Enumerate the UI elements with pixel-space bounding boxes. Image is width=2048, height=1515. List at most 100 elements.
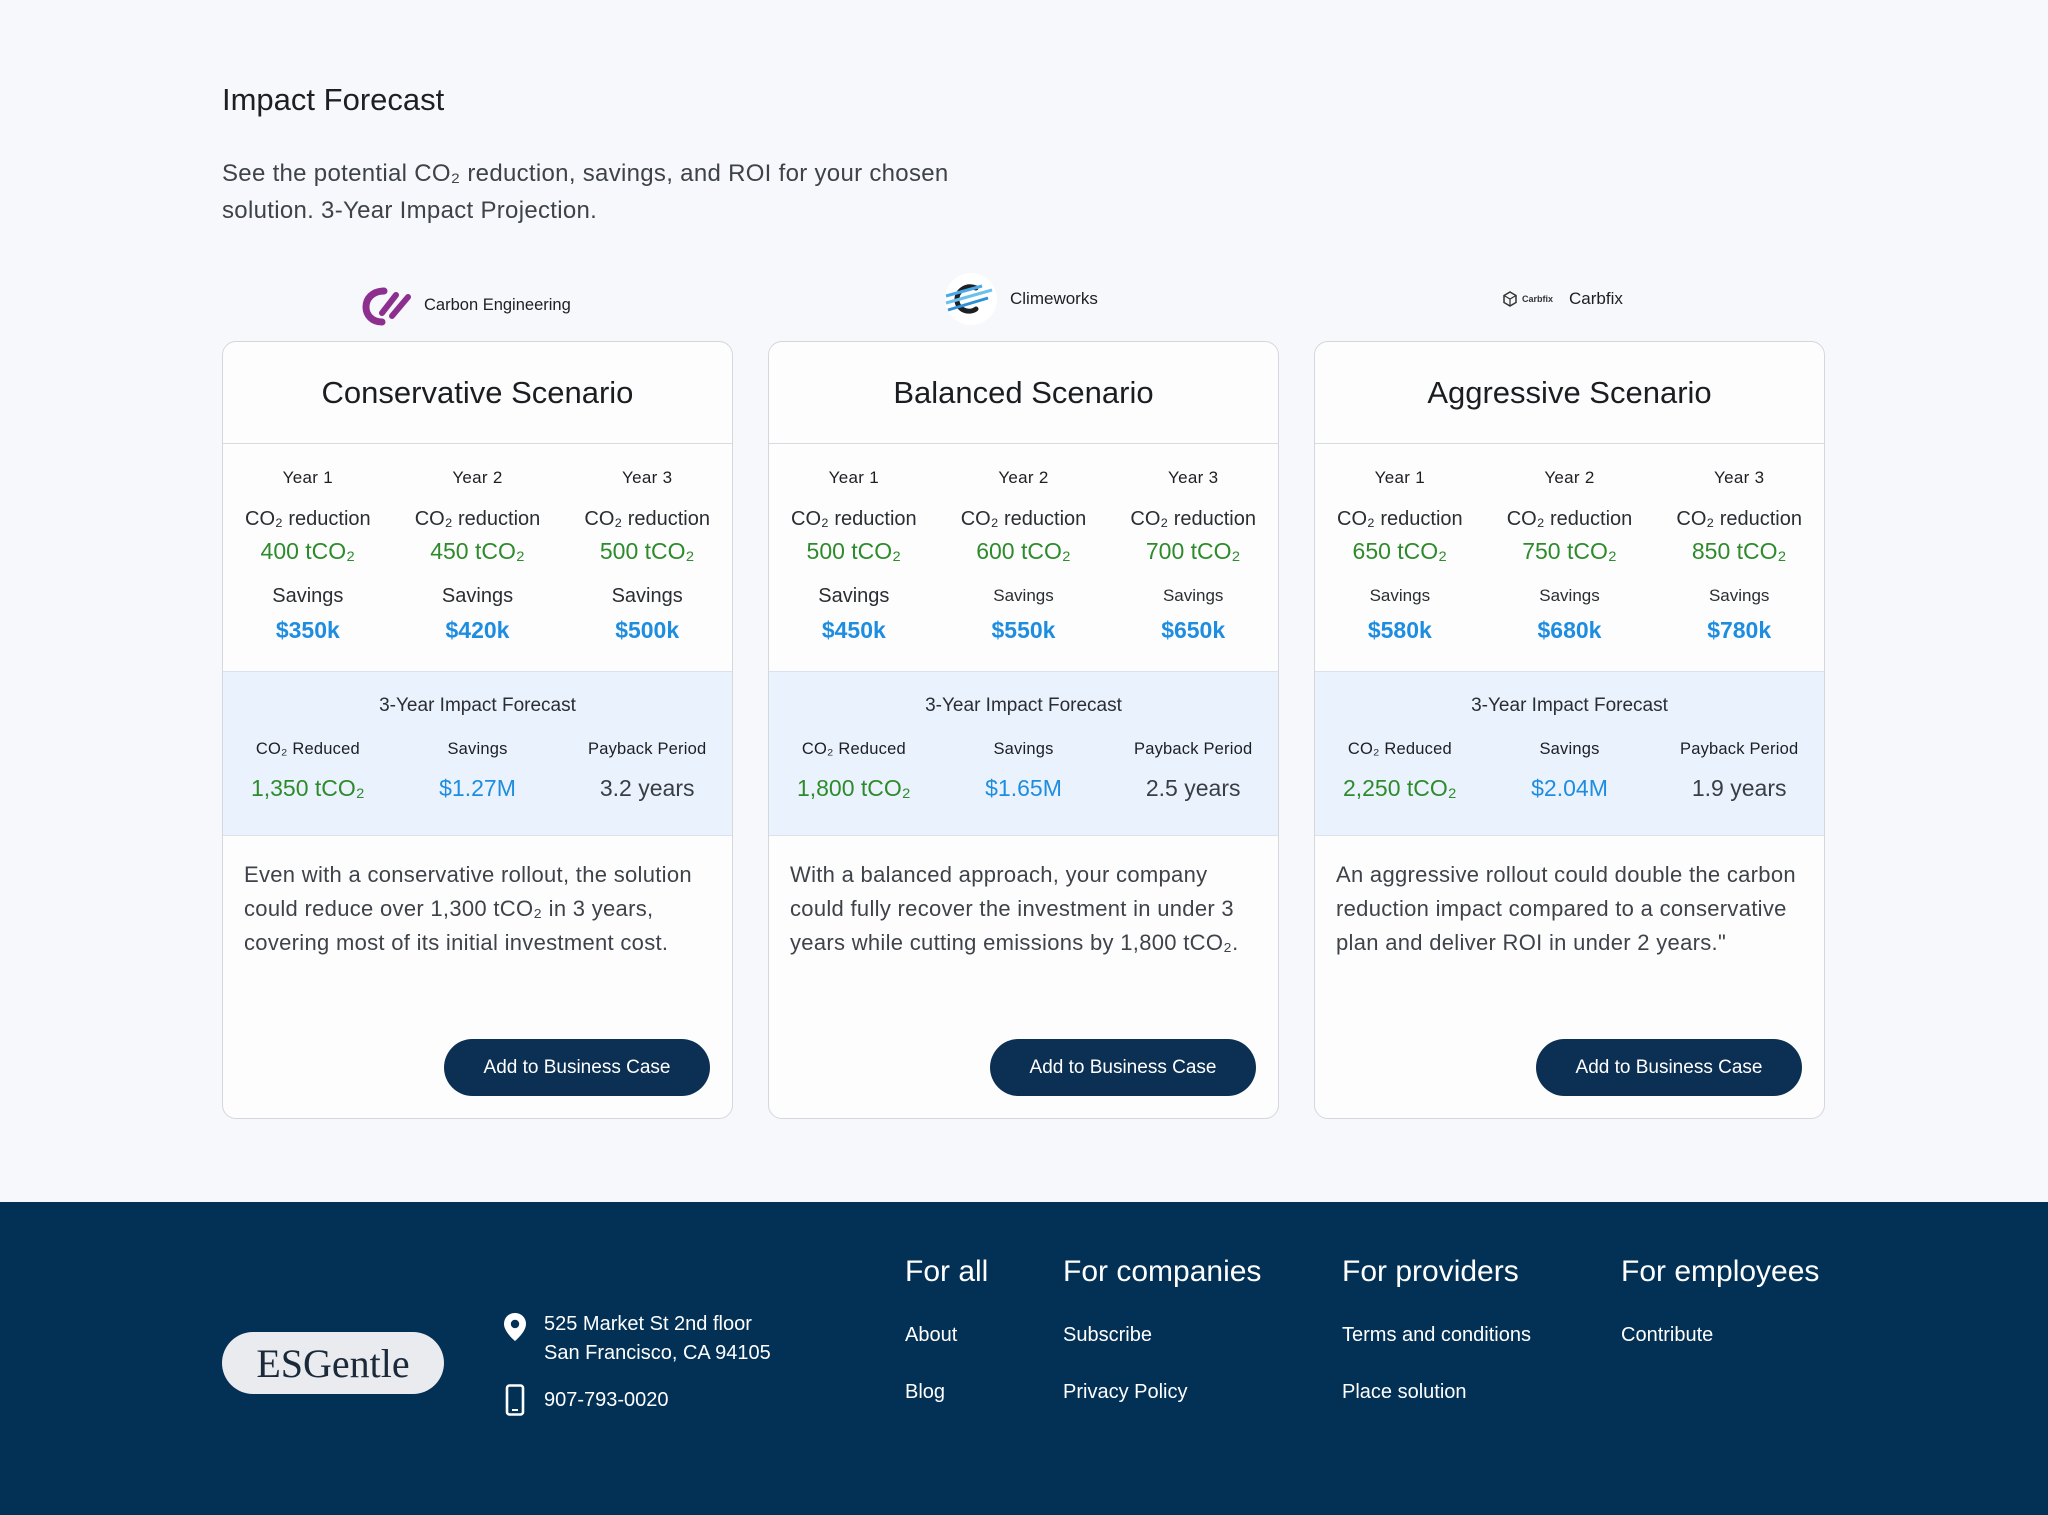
impact-forecast-panel: 3-Year Impact Forecast CO₂ Reduced 1,800 … — [769, 671, 1278, 836]
savings-value: $500k — [615, 617, 680, 643]
footer-column-title: For employees — [1621, 1255, 1820, 1288]
savings-value: $550k — [991, 617, 1056, 643]
site-footer: ESGentle 525 Market St 2nd floor San Fra… — [0, 1202, 2048, 1515]
year-label: Year 2 — [452, 468, 503, 487]
co2-reduction-label: CO₂ reduction — [960, 508, 1087, 530]
co2-reduction-value: 500 tCO₂ — [806, 538, 902, 564]
footer-column-for-providers: For providers Terms and conditions Place… — [1342, 1252, 1531, 1405]
payback-period-label: Payback Period — [587, 740, 707, 758]
year-label: Year 3 — [1714, 468, 1765, 487]
add-to-business-case-button[interactable]: Add to Business Case — [990, 1039, 1256, 1096]
savings-label: Savings — [993, 586, 1054, 605]
co2-reduced-value: 1,800 tCO₂ — [796, 775, 911, 801]
co2-reduced-value: 2,250 tCO₂ — [1342, 775, 1457, 801]
savings-value: $580k — [1367, 617, 1432, 643]
footer-column-title: For companies — [1063, 1255, 1262, 1288]
savings-value: $780k — [1707, 617, 1772, 643]
address-line-2: San Francisco, CA 94105 — [544, 1342, 771, 1364]
year-label: Year 2 — [998, 468, 1049, 487]
location-pin-icon — [504, 1313, 526, 1341]
co2-reduction-label: CO₂ reduction — [414, 508, 541, 530]
savings-value: $450k — [821, 617, 886, 643]
phone-icon — [505, 1384, 525, 1416]
co2-reduction-label: CO₂ reduction — [1506, 508, 1633, 530]
scenario-card-balanced: Balanced Scenario Year 1 CO₂ reduction 5… — [768, 341, 1279, 1119]
footer-column-for-companies: For companies Subscribe Privacy Policy — [1063, 1252, 1261, 1405]
savings-value: $350k — [275, 617, 340, 643]
savings-label: Savings — [447, 740, 508, 758]
footer-link-privacy-policy[interactable]: Privacy Policy — [1063, 1381, 1188, 1403]
year-column: Year 2 CO₂ reduction 600 tCO₂ Savings $5… — [939, 466, 1109, 671]
savings-label: Savings — [441, 585, 514, 607]
year-column: Year 1 CO₂ reduction 650 tCO₂ Savings $5… — [1315, 466, 1485, 671]
provider-name: Carbon Engineering — [424, 295, 571, 314]
year-column: Year 2 CO₂ reduction 450 tCO₂ Savings $4… — [393, 466, 563, 671]
year-label: Year 3 — [622, 468, 673, 487]
co2-reduction-label: CO₂ reduction — [1130, 508, 1256, 530]
yearly-breakdown: Year 1 CO₂ reduction 500 tCO₂ Savings $4… — [769, 444, 1278, 671]
carbfix-logo-icon: Carbfix — [1502, 291, 1553, 307]
footer-column-title: For all — [905, 1255, 989, 1288]
footer-link-about[interactable]: About — [905, 1324, 958, 1346]
co2-reduction-label: CO₂ reduction — [1337, 508, 1463, 530]
savings-label: Savings — [611, 585, 683, 607]
savings-value: $650k — [1161, 617, 1226, 643]
year-column: Year 3 CO₂ reduction 850 tCO₂ Savings $7… — [1654, 466, 1824, 671]
co2-reduction-label: CO₂ reduction — [584, 508, 710, 530]
carbon-engineering-logo-icon — [362, 287, 411, 326]
provider-name: Carbfix — [1569, 289, 1623, 308]
savings-label: Savings — [1539, 740, 1600, 758]
page-intro: See the potential CO₂ reduction, savings… — [222, 160, 949, 224]
scenario-description: With a balanced approach, your company c… — [790, 862, 1239, 955]
add-to-business-case-button[interactable]: Add to Business Case — [1536, 1039, 1802, 1096]
yearly-breakdown: Year 1 CO₂ reduction 400 tCO₂ Savings $3… — [223, 444, 732, 671]
year-label: Year 3 — [1168, 468, 1219, 487]
footer-link-terms[interactable]: Terms and conditions — [1342, 1324, 1531, 1346]
impact-forecast-panel: 3-Year Impact Forecast CO₂ Reduced 2,250 … — [1315, 671, 1824, 836]
footer-link-subscribe[interactable]: Subscribe — [1063, 1324, 1152, 1346]
add-to-business-case-button[interactable]: Add to Business Case — [444, 1039, 710, 1096]
esgentle-logo[interactable]: ESGentle — [222, 1332, 444, 1394]
scenario-description: An aggressive rollout could double the c… — [1336, 862, 1796, 955]
co2-reduction-label: CO₂ reduction — [1676, 508, 1802, 530]
payback-period-value: 3.2 years — [599, 775, 695, 801]
footer-address: 525 Market St 2nd floor San Francisco, C… — [502, 1310, 771, 1368]
phone-number[interactable]: 907-793-0020 — [544, 1389, 669, 1411]
climeworks-logo-icon — [945, 273, 997, 325]
co2-reduced-label: CO₂ Reduced — [255, 740, 360, 758]
page-title: Impact Forecast — [222, 82, 445, 117]
savings-label: Savings — [818, 585, 890, 607]
co2-reduction-label: CO₂ reduction — [245, 508, 371, 530]
co2-reduction-value: 700 tCO₂ — [1145, 538, 1241, 564]
scenario-card-conservative: Conservative Scenario Year 1 CO₂ reducti… — [222, 341, 733, 1119]
payback-period-label: Payback Period — [1133, 740, 1253, 758]
footer-link-contribute[interactable]: Contribute — [1621, 1324, 1714, 1346]
savings-label: Savings — [1162, 586, 1224, 605]
savings-value: $420k — [445, 617, 510, 643]
scenario-title: Conservative Scenario — [223, 342, 732, 444]
co2-reduced-label: CO₂ Reduced — [1347, 740, 1452, 758]
co2-reduction-value: 750 tCO₂ — [1522, 538, 1617, 564]
forecast-title: 3-Year Impact Forecast — [379, 695, 576, 716]
savings-label: Savings — [1708, 586, 1770, 605]
footer-link-place-solution[interactable]: Place solution — [1342, 1381, 1467, 1403]
payback-period-label: Payback Period — [1679, 740, 1799, 758]
co2-reduction-label: CO₂ reduction — [791, 508, 917, 530]
co2-reduction-value: 600 tCO₂ — [976, 538, 1071, 564]
co2-reduction-value: 400 tCO₂ — [260, 538, 356, 564]
address-line-1: 525 Market St 2nd floor — [544, 1313, 752, 1335]
year-label: Year 1 — [1374, 468, 1425, 487]
payback-period-value: 2.5 years — [1145, 775, 1241, 801]
carbfix-logo-text: Carbfix — [1522, 294, 1554, 304]
co2-reduction-value: 500 tCO₂ — [599, 538, 695, 564]
yearly-breakdown: Year 1 CO₂ reduction 650 tCO₂ Savings $5… — [1315, 444, 1824, 671]
footer-column-title: For providers — [1342, 1255, 1519, 1288]
year-column: Year 1 CO₂ reduction 500 tCO₂ Savings $4… — [769, 466, 939, 671]
scenario-title: Balanced Scenario — [769, 342, 1278, 444]
provider-carbon-engineering: Carbon Engineering — [362, 278, 571, 332]
co2-reduction-value: 850 tCO₂ — [1691, 538, 1787, 564]
footer-link-blog[interactable]: Blog — [905, 1381, 946, 1403]
co2-reduction-value: 650 tCO₂ — [1352, 538, 1448, 564]
savings-label: Savings — [1539, 586, 1600, 605]
year-label: Year 1 — [282, 468, 333, 487]
